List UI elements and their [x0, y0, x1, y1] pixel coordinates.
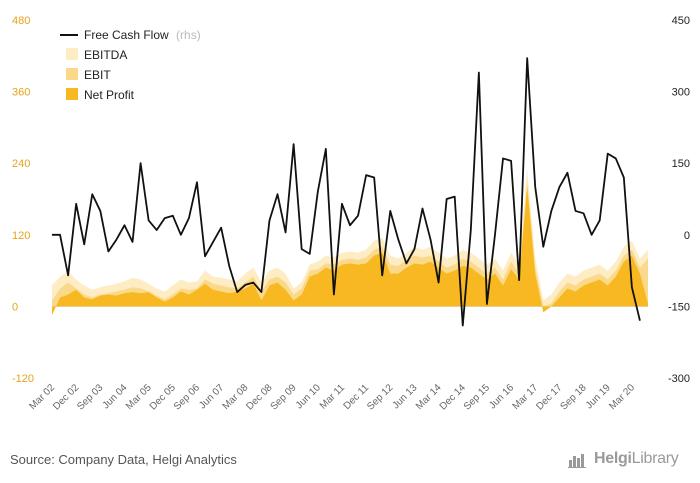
left-axis-tick-label: 120: [12, 230, 30, 242]
right-axis-tick-label: 150: [672, 158, 690, 170]
left-axis-tick-label: 480: [12, 15, 30, 27]
x-axis-tick-label: Sep 09: [269, 382, 299, 412]
x-axis-tick-label: Sep 18: [558, 382, 588, 412]
x-axis-tick-label: Sep 03: [75, 382, 105, 412]
left-axis-tick-label: -120: [12, 373, 34, 385]
x-axis-tick-label: Sep 06: [172, 382, 202, 412]
x-axis-tick-label: Dec 05: [148, 382, 178, 412]
x-axis-tick-label: Dec 08: [244, 382, 274, 412]
right-axis-tick-label: 0: [684, 230, 690, 242]
left-axis-tick-label: 360: [12, 87, 30, 99]
x-axis-tick-label: Jun 10: [294, 382, 323, 411]
x-axis-tick-label: Mar 11: [318, 382, 348, 412]
helgi-library-logo-icon: [568, 452, 590, 468]
x-axis-tick-label: Mar 20: [607, 382, 637, 412]
left-axis-tick-label: 0: [12, 301, 18, 313]
axes: 4803602401200-1204503001500-150-300Mar 0…: [12, 15, 690, 413]
right-axis-tick-label: 300: [672, 87, 690, 99]
x-axis-tick-label: Dec 14: [438, 382, 468, 412]
legend-ebitda-label: EBITDA: [84, 48, 127, 62]
legend-ebit-swatch: [66, 68, 78, 80]
legend-net-profit-label: Net Profit: [84, 88, 135, 102]
right-axis-tick-label: -300: [668, 373, 690, 385]
legend-ebit-label: EBIT: [84, 68, 111, 82]
right-axis-tick-label: -150: [668, 301, 690, 313]
legend: Free Cash Flow (rhs) EBITDA EBIT Net Pro…: [60, 28, 201, 102]
x-axis-tick-label: Dec 17: [534, 382, 564, 412]
right-axis-tick-label: 450: [672, 15, 690, 27]
chart: 4803602401200-1204503001500-150-300Mar 0…: [0, 0, 700, 483]
legend-net-profit-swatch: [66, 88, 78, 100]
x-axis-tick-label: Sep 12: [365, 382, 395, 412]
legend-fcf-label: Free Cash Flow (rhs): [84, 28, 201, 42]
x-axis-tick-label: Sep 15: [462, 382, 492, 412]
legend-ebitda-swatch: [66, 48, 78, 60]
source-note: Source: Company Data, Helgi Analytics: [10, 452, 237, 467]
helgi-library-logo: HelgiLibrary: [594, 450, 678, 468]
x-axis-tick-label: Dec 02: [51, 382, 81, 412]
left-axis-tick-label: 240: [12, 158, 30, 170]
